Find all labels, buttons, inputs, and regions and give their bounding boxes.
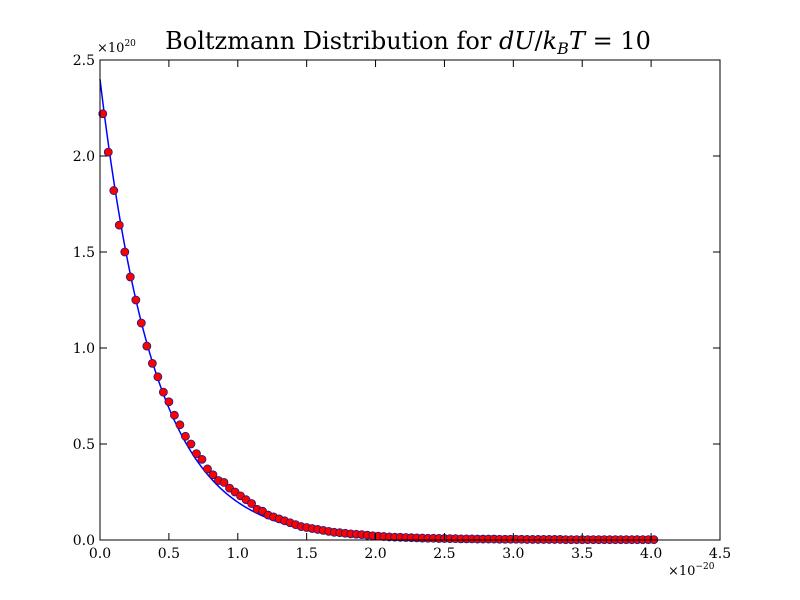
data-point bbox=[114, 220, 124, 230]
y-tick-label: 0.0 bbox=[73, 533, 95, 549]
y-tick-label: 0.5 bbox=[73, 437, 95, 453]
x-tick-label: 1.5 bbox=[296, 546, 318, 562]
data-point bbox=[158, 387, 168, 397]
data-point bbox=[175, 420, 185, 430]
data-point bbox=[125, 272, 135, 282]
data-point bbox=[164, 397, 174, 407]
y-tick-label: 1.0 bbox=[73, 341, 95, 357]
data-point bbox=[98, 109, 108, 119]
data-point bbox=[142, 341, 152, 351]
x-tick-label: 3.5 bbox=[571, 546, 593, 562]
data-point bbox=[186, 439, 196, 449]
data-point bbox=[219, 477, 229, 487]
y-tick-label: 2.0 bbox=[73, 149, 95, 165]
data-point bbox=[181, 431, 190, 441]
data-point bbox=[197, 454, 207, 464]
x-tick-label: 0.0 bbox=[89, 546, 111, 562]
x-tick-label: 4.5 bbox=[709, 546, 731, 562]
x-axis: 0.0 0.5 1.0 1.5 2.0 2.5 3.0 3.5 4.0 4.5 bbox=[89, 60, 731, 562]
data-point bbox=[247, 499, 256, 508]
x-tick-label: 4.0 bbox=[640, 546, 662, 562]
y-axis-multiplier: ×1020 bbox=[97, 39, 136, 56]
data-point bbox=[147, 358, 157, 368]
x-axis-multiplier: ×10−20 bbox=[668, 562, 715, 579]
data-point bbox=[131, 295, 141, 305]
x-tick-label: 3.0 bbox=[502, 546, 524, 562]
data-point bbox=[169, 410, 179, 420]
data-point bbox=[136, 318, 146, 328]
x-tick-label: 0.5 bbox=[158, 546, 180, 562]
data-point bbox=[153, 372, 163, 382]
data-point bbox=[109, 186, 119, 195]
y-tick-label: 2.5 bbox=[73, 53, 95, 69]
y-tick-label: 1.5 bbox=[73, 245, 95, 261]
plot-frame bbox=[99, 59, 721, 541]
data-point bbox=[208, 470, 218, 480]
x-tick-label: 2.5 bbox=[433, 546, 455, 562]
data-point bbox=[203, 464, 212, 474]
y-axis: 0.0 0.5 1.0 1.5 2.0 2.5 bbox=[73, 53, 720, 549]
x-tick-label: 1.0 bbox=[227, 546, 249, 562]
x-tick-label: 2.0 bbox=[364, 546, 386, 562]
data-point bbox=[120, 247, 130, 257]
chart-title: Boltzmann Distribution for dU/kBT = 10 bbox=[165, 27, 651, 58]
data-point bbox=[192, 449, 201, 459]
data-point bbox=[103, 147, 113, 157]
